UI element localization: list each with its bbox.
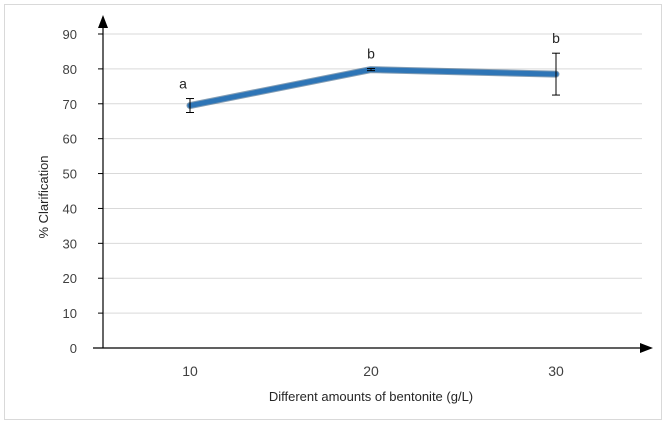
series-layer: a b b [179, 30, 560, 113]
y-tick-label: 30 [63, 236, 77, 251]
x-tick-label: 20 [363, 363, 379, 379]
axes [93, 15, 653, 353]
series-line [187, 67, 559, 109]
y-tick-label: 50 [63, 167, 77, 182]
x-tick-label: 10 [182, 363, 198, 379]
y-tick-label: 80 [63, 62, 77, 77]
significance-label: b [367, 46, 375, 62]
x-axis-title: Different amounts of bentonite (g/L) [269, 389, 473, 404]
y-tick-label: 10 [63, 306, 77, 321]
gridlines [103, 33, 642, 314]
y-tick-label: 0 [70, 341, 77, 356]
significance-label: a [179, 76, 187, 92]
y-tick-label: 70 [63, 97, 77, 112]
x-tick-label: 30 [548, 363, 564, 379]
y-axis-arrow [98, 15, 108, 28]
y-tick-label: 40 [63, 201, 77, 216]
y-tick-label: 90 [63, 27, 77, 42]
y-tick-labels: 0 10 20 30 40 50 60 70 80 90 [63, 27, 77, 356]
y-tick-label: 60 [63, 132, 77, 147]
significance-label: b [552, 30, 560, 46]
y-tick-label: 20 [63, 271, 77, 286]
x-tick-labels: 10 20 30 [182, 363, 564, 379]
x-axis-arrow [640, 343, 653, 353]
y-axis-title: % Clarification [36, 155, 51, 238]
